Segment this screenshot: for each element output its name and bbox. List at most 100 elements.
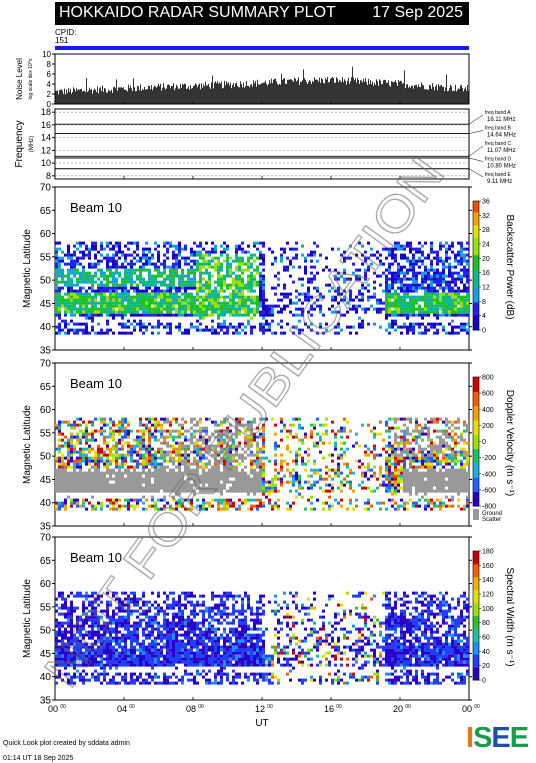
- noise-ylabel-small: log scale dex 10^x: [28, 58, 34, 99]
- colorbar-tick-label: 180: [482, 549, 494, 556]
- colorbar-segment: [473, 405, 479, 421]
- colorbar-tick-label: 140: [482, 577, 494, 584]
- colorbar-segment: [473, 299, 479, 303]
- echo-cells-color-group: [58, 253, 469, 320]
- frequency-unit: (MHz): [29, 136, 35, 152]
- colorbar-segment: [473, 254, 479, 258]
- colorbar-segment: [473, 434, 479, 450]
- colorbar-segment: [473, 302, 479, 305]
- panel-ytick-label: 35: [40, 522, 52, 533]
- data-panel-2: 35 40 45 50 55 60 65 70 Magnetic Latitude Beam 10…: [22, 359, 515, 533]
- panel-ytick-label: 45: [40, 649, 52, 660]
- colorbar-segment: [473, 289, 479, 292]
- echo-cells-color-group: [55, 417, 469, 511]
- panel-ytick-label: 70: [40, 533, 52, 544]
- echo-cells-color-group: [55, 241, 469, 335]
- colorbar-segment: [473, 448, 479, 464]
- colorbar-segment: [473, 207, 479, 211]
- colorbar-tick-label: 20: [482, 663, 490, 670]
- colorbar-segment: [473, 276, 479, 279]
- data-panel-3: 35 40 45 50 55 60 65 70 Magnetic Latitude Beam 10…: [22, 533, 515, 707]
- colorbar-segment: [473, 203, 479, 206]
- panel-ytick-label: 40: [40, 498, 52, 509]
- panel-ylabel: Magnetic Latitude: [22, 405, 33, 484]
- panel-ytick-label: 45: [40, 299, 52, 310]
- ground-scatter-swatch: [473, 509, 479, 520]
- noise-ytick-label: 2: [47, 90, 52, 99]
- colorbar-title: Doppler Velocity (m s⁻¹): [504, 390, 515, 496]
- colorbar-segment: [473, 295, 479, 299]
- echo-cells-color-group: [55, 253, 469, 317]
- echo-cells-color-group: [271, 591, 379, 682]
- frequency-band-value: 14.64 MHz: [487, 133, 516, 139]
- colorbar-segment: [473, 226, 479, 230]
- colorbar-tick-label: 8: [482, 299, 486, 306]
- panel-ytick-label: 40: [40, 322, 52, 333]
- colorbar-segment: [473, 667, 479, 681]
- panel-ytick-label: 55: [40, 428, 52, 439]
- colorbar-segment: [473, 291, 479, 294]
- colorbar-segment: [473, 220, 479, 223]
- cpid-block: CPID: 151: [55, 29, 76, 45]
- x-tick-label-sup: 00: [336, 704, 342, 710]
- colorbar-tick-label: 600: [482, 391, 494, 398]
- echo-cells-color-group: [271, 597, 382, 685]
- panel-ytick-label: 60: [40, 405, 52, 416]
- colorbar-segment: [473, 213, 479, 217]
- colorbar-segment: [473, 377, 479, 392]
- logo-letter-s: S: [473, 722, 492, 754]
- colorbar-segment: [473, 319, 479, 322]
- colorbar-segment: [473, 267, 479, 271]
- panel-ytick-label: 55: [40, 602, 52, 613]
- colorbar-tick-label: 24: [482, 242, 490, 249]
- panel-ytick-label: 45: [40, 475, 52, 486]
- colorbar-segment: [473, 602, 479, 616]
- colorbar-tick-label: 32: [482, 213, 490, 220]
- echo-cells-color-group: [55, 417, 469, 511]
- colorbar-segment: [473, 306, 479, 309]
- x-tick-label-sup: 00: [60, 704, 66, 710]
- cpid-label: CPID:: [55, 28, 77, 37]
- x-tick-label: 20: [393, 704, 403, 714]
- colorbar-segment: [473, 269, 479, 273]
- colorbar-tick-label: 200: [482, 423, 494, 430]
- panel-ytick-label: 70: [40, 183, 52, 194]
- echo-cells-color-group: [55, 417, 463, 511]
- colorbar-segment: [473, 211, 479, 215]
- logo-letter-i: I: [466, 722, 474, 754]
- x-tick-label-sup: 00: [198, 704, 204, 710]
- panel-ytick-label: 50: [40, 452, 52, 463]
- frequency-band-leader: [468, 145, 484, 157]
- colorbar-tick-label: 28: [482, 227, 490, 234]
- colorbar-segment: [473, 327, 479, 331]
- echo-cells-color-group: [55, 417, 469, 511]
- logo-letter-e1: E: [491, 722, 510, 754]
- logo-letter-e2: E: [509, 722, 529, 754]
- colorbar-tick-label: 40: [482, 649, 490, 656]
- plot-title: HOKKAIDO RADAR SUMMARY PLOT: [59, 4, 336, 21]
- colorbar-segment: [473, 310, 479, 314]
- colorbar-segment: [473, 246, 479, 249]
- panel-ytick-label: 35: [40, 346, 52, 357]
- x-tick-label: 00: [462, 704, 472, 714]
- colorbar-segment: [473, 278, 479, 282]
- colorbar-segment: [473, 321, 479, 325]
- frequency-band-name: freq band B: [485, 126, 512, 132]
- colorbar-segment: [473, 317, 479, 320]
- panel-ytick-label: 60: [40, 579, 52, 590]
- colorbar-segment: [473, 244, 479, 247]
- x-tick-label: 16: [324, 704, 334, 714]
- footer-credit: Quick Look plot created by sddata admin: [3, 740, 130, 747]
- colorbar-segment: [473, 233, 479, 236]
- colorbar-segment: [473, 297, 479, 301]
- colorbar-segment: [473, 325, 479, 329]
- frequency-band-value: 9.11 MHz: [487, 179, 512, 185]
- frequency-band-value: 10.80 MHz: [487, 164, 516, 170]
- colorbar-segment: [473, 287, 479, 290]
- panel-ytick-label: 35: [40, 696, 52, 707]
- frequency-band-value: 16.11 MHz: [487, 117, 516, 123]
- colorbar-segment: [473, 551, 479, 565]
- panel-beam-label: Beam 10: [70, 376, 122, 391]
- noise-ytick-label: 0: [47, 100, 52, 109]
